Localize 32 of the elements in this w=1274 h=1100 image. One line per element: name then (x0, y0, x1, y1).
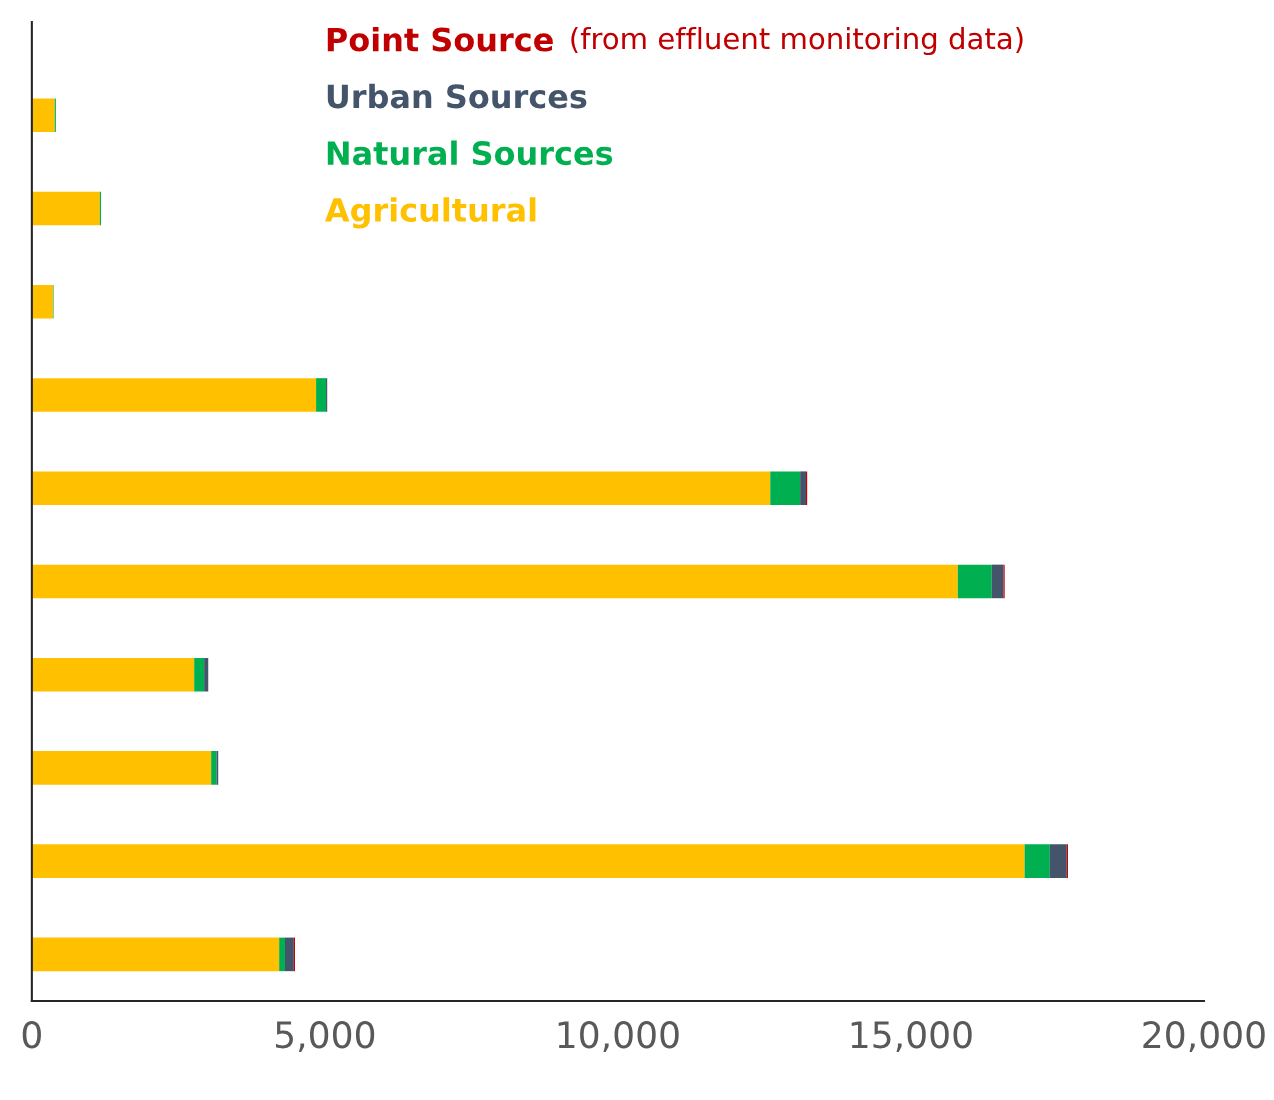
bar (316, 378, 327, 412)
bar (31, 937, 280, 972)
annotation: (from effluent monitoring data) (571, 26, 1023, 56)
bar (285, 937, 294, 972)
bar (31, 284, 53, 319)
bar (194, 657, 205, 692)
text: Natural Sources (327, 140, 613, 166)
text: Agricultural (325, 197, 536, 229)
bar (770, 471, 801, 505)
x-tick-label: 0 (22, 1021, 41, 1049)
bar (31, 657, 195, 692)
bar (1049, 844, 1067, 878)
bar (279, 937, 286, 972)
bar (31, 471, 771, 505)
bar (31, 378, 317, 412)
bar (957, 564, 992, 599)
text: Urban Sources (327, 83, 587, 109)
bar (31, 751, 212, 785)
text: Point Source (327, 26, 553, 52)
bar (31, 564, 958, 599)
bar (204, 657, 209, 692)
bar (211, 751, 217, 785)
bar (31, 98, 55, 133)
bar (31, 191, 100, 226)
bar (31, 844, 1025, 878)
x-tick-label: 10,000 (558, 1021, 679, 1053)
x-tick-label: 20,000 (1143, 1021, 1265, 1053)
bar (800, 471, 807, 505)
bar (991, 564, 1004, 599)
x-tick-label: 15,000 (851, 1021, 972, 1053)
bar (1024, 844, 1050, 878)
x-tick-label: 5,000 (275, 1021, 375, 1053)
